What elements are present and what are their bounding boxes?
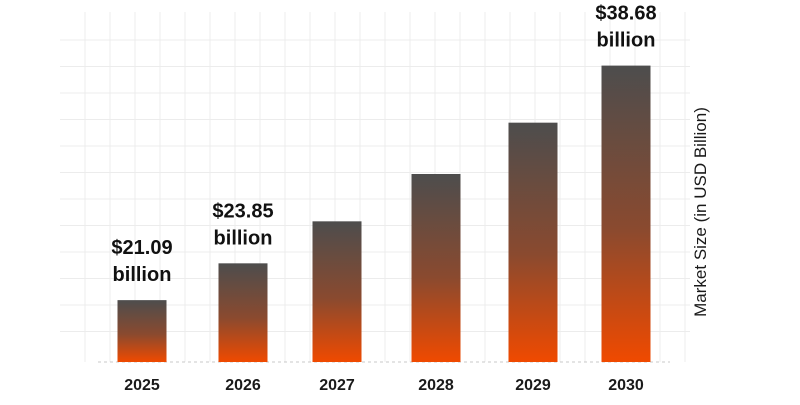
bar-2027: [312, 221, 362, 362]
x-tick-label: 2029: [515, 377, 551, 394]
bar-2025: [117, 300, 167, 362]
bars-group: [117, 65, 651, 363]
x-tick-labels: 2025 2026 2027 2028 2029 2030: [124, 377, 644, 394]
bar-2028: [411, 174, 461, 362]
x-tick-label: 2028: [418, 377, 454, 394]
data-label-value: $38.68: [595, 3, 656, 25]
x-tick-label: 2027: [319, 377, 355, 394]
data-label-unit: billion: [214, 227, 273, 249]
x-tick-label: 2026: [225, 377, 261, 394]
bar-2030: [601, 65, 651, 362]
bar-2029: [508, 122, 558, 363]
data-labels: $21.09 billion $23.85 billion $38.68 billion: [111, 3, 656, 287]
y-axis-label: Market Size (in USD Billion): [691, 107, 710, 317]
data-label-unit: billion: [597, 30, 656, 52]
data-label-unit: billion: [113, 264, 172, 286]
bar-2026: [218, 263, 268, 362]
data-label-value: $23.85: [212, 200, 273, 222]
x-tick-label: 2030: [608, 377, 644, 394]
x-tick-label: 2025: [124, 377, 160, 394]
data-label-value: $21.09: [111, 237, 172, 259]
